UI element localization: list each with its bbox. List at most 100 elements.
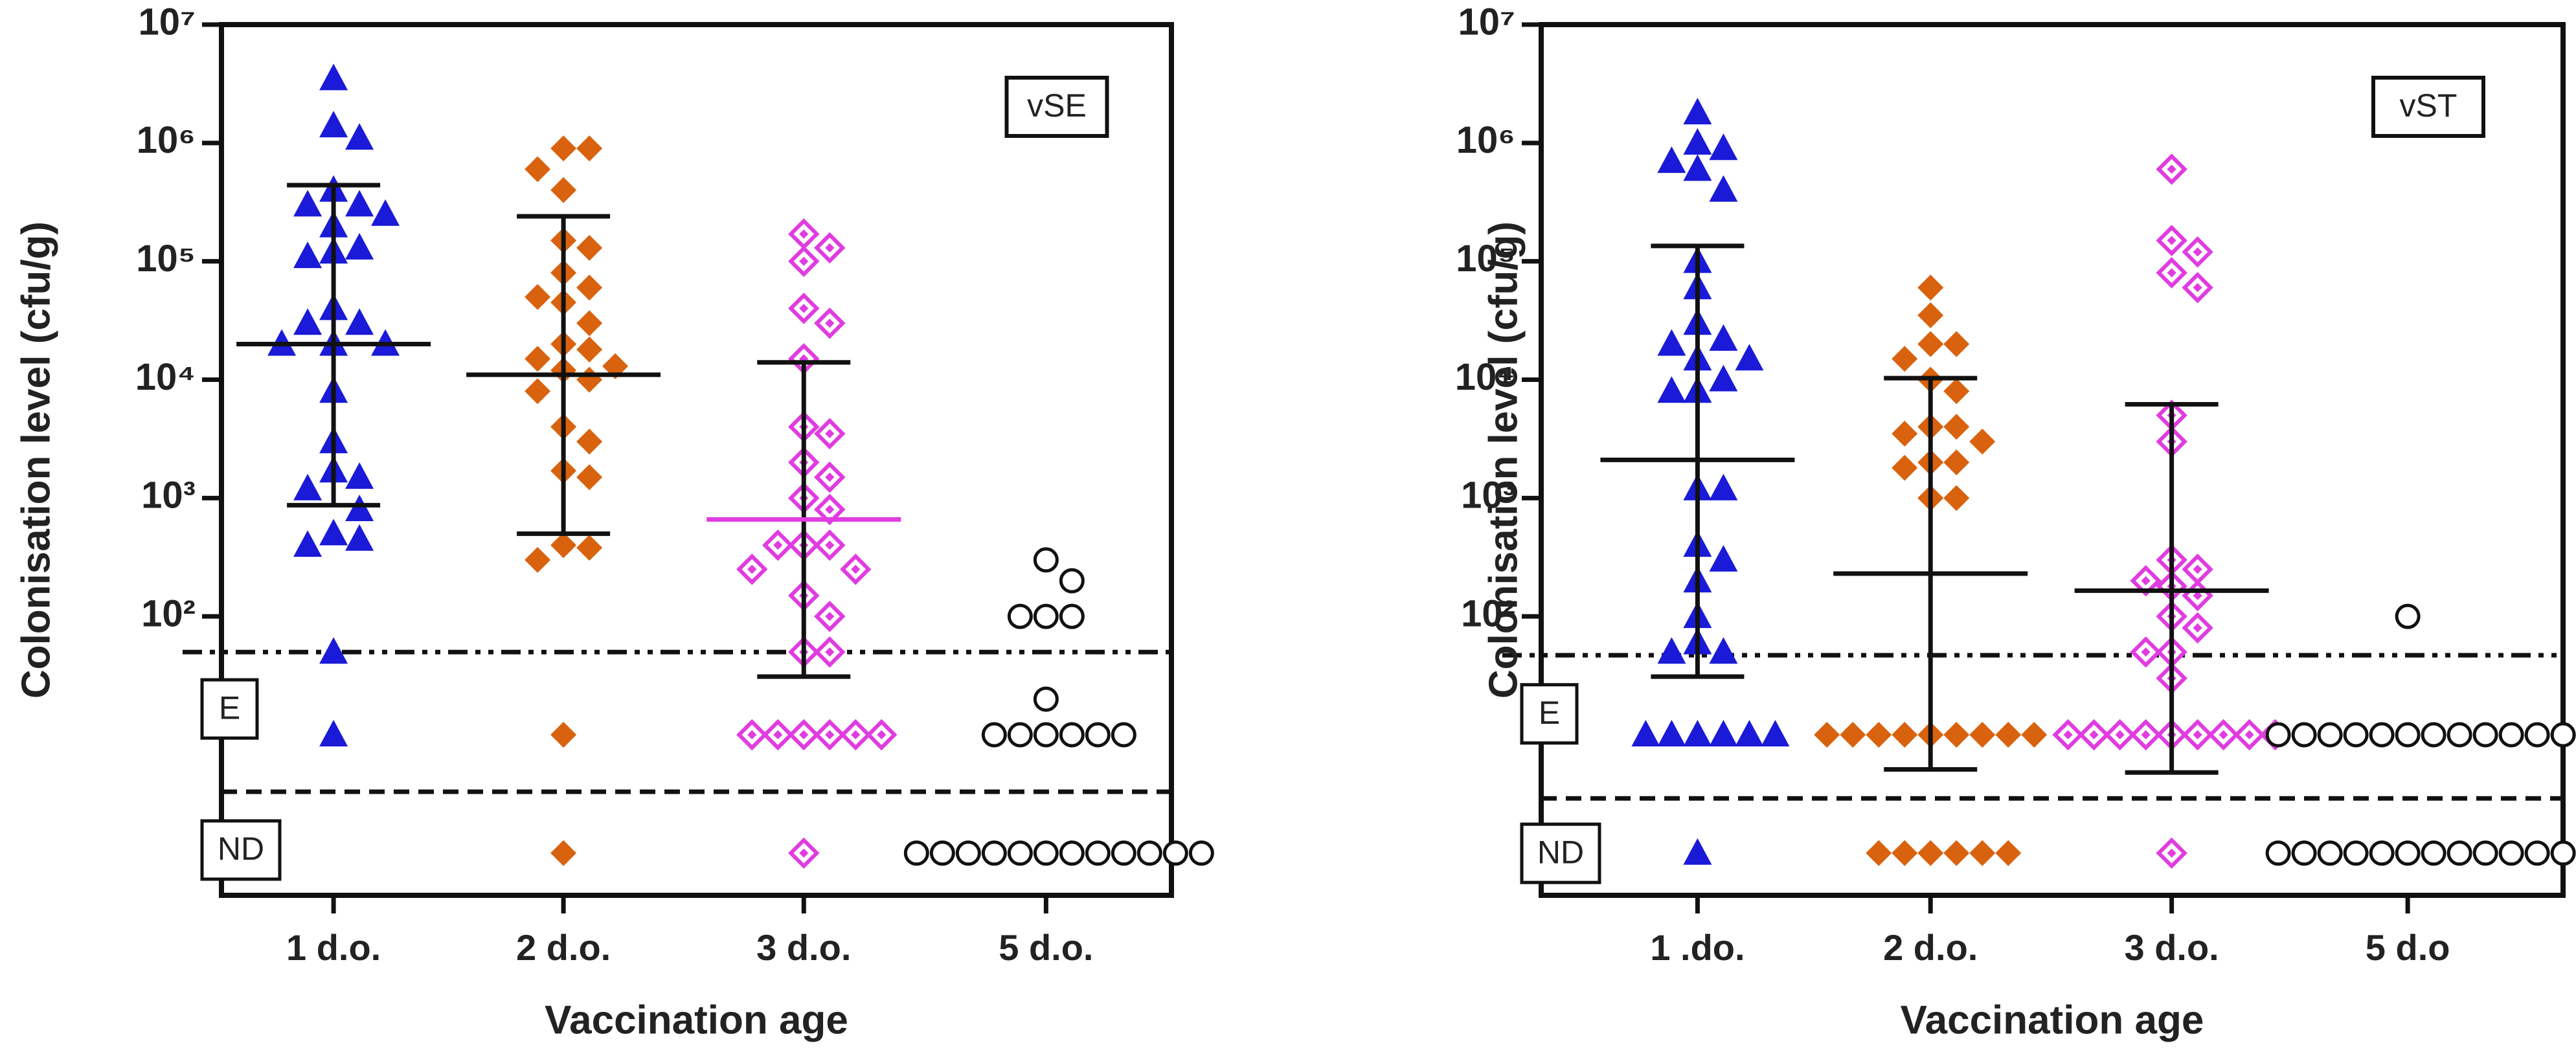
data-point bbox=[525, 378, 551, 405]
y-tick-label: 10² bbox=[141, 592, 196, 634]
x-axis-title: Vaccination age bbox=[545, 998, 848, 1042]
data-point bbox=[1892, 454, 1918, 481]
point-core bbox=[773, 541, 783, 550]
data-point bbox=[955, 840, 981, 866]
point-core bbox=[825, 243, 835, 252]
point-core bbox=[747, 730, 757, 740]
data-point bbox=[1657, 146, 1686, 173]
data-point bbox=[1033, 840, 1059, 866]
y-tick-label: 10⁴ bbox=[135, 356, 196, 398]
data-point bbox=[1657, 376, 1686, 403]
data-point bbox=[1892, 420, 1918, 447]
data-point bbox=[319, 637, 348, 664]
data-point bbox=[2421, 722, 2446, 748]
panel: 10² 10³ 10⁴ 10⁵ 10⁶ 10⁷ E ND vSE Colonisation lev… bbox=[14, 1, 1214, 1042]
data-point bbox=[345, 524, 374, 551]
data-point bbox=[525, 546, 551, 573]
data-point bbox=[1917, 302, 1944, 329]
threshold-label: E bbox=[219, 689, 240, 726]
data-point bbox=[2265, 722, 2291, 748]
data-point bbox=[550, 840, 577, 866]
data-point bbox=[2369, 840, 2395, 866]
data-point bbox=[1943, 485, 1970, 511]
data-point bbox=[1943, 721, 1970, 748]
data-point bbox=[1943, 331, 1970, 357]
point-core bbox=[799, 304, 809, 313]
data-point bbox=[550, 177, 577, 203]
data-point bbox=[2472, 722, 2498, 748]
data-point bbox=[1059, 568, 1085, 594]
data-point bbox=[1085, 722, 1111, 748]
data-point bbox=[1111, 840, 1136, 866]
data-point bbox=[576, 234, 603, 261]
panel: 10² 10³ 10⁴ 10⁵ 10⁶ 10⁷ E ND vST Colonisation lev… bbox=[1455, 1, 2576, 1042]
data-point bbox=[1866, 721, 1892, 748]
y-axis-title: Colonisation level (cfu/g) bbox=[14, 221, 58, 699]
data-point bbox=[1683, 838, 1712, 865]
annotation: vST bbox=[2400, 87, 2457, 124]
y-tick-label: 10³ bbox=[141, 475, 196, 517]
threshold-box bbox=[1520, 683, 1579, 745]
data-point bbox=[293, 473, 322, 500]
y-tick-label: 10⁵ bbox=[1456, 238, 1515, 280]
data-point bbox=[345, 308, 374, 335]
data-point bbox=[1840, 721, 1866, 748]
data-point bbox=[2291, 722, 2317, 748]
x-tick-label: 1 .do. bbox=[1650, 927, 1745, 968]
annotation: vSE bbox=[1027, 87, 1087, 124]
annotation-box bbox=[2371, 76, 2485, 138]
data-point bbox=[1111, 722, 1136, 748]
point-core bbox=[825, 473, 835, 482]
data-point bbox=[525, 346, 551, 372]
x-tick-label: 5 d.o bbox=[2366, 927, 2450, 968]
y-tick-label: 10⁶ bbox=[1456, 119, 1515, 161]
data-point bbox=[1969, 840, 1996, 866]
data-point bbox=[1995, 840, 2022, 866]
data-point bbox=[1866, 840, 1892, 866]
data-point bbox=[1969, 429, 1996, 455]
data-point bbox=[1059, 840, 1085, 866]
x-tick-label: 1 d.o. bbox=[286, 927, 381, 968]
data-point bbox=[345, 123, 374, 150]
data-point bbox=[550, 532, 577, 559]
point-core bbox=[825, 504, 835, 515]
data-point bbox=[2550, 840, 2576, 866]
data-point bbox=[2395, 603, 2421, 629]
point-core bbox=[877, 730, 887, 740]
data-point bbox=[981, 840, 1007, 866]
data-point bbox=[2291, 840, 2317, 866]
data-point bbox=[319, 519, 348, 546]
x-tick-label: 2 d.o. bbox=[516, 927, 611, 968]
point-core bbox=[851, 565, 861, 574]
data-point bbox=[1735, 719, 1764, 746]
data-point bbox=[345, 495, 374, 522]
data-point bbox=[1709, 175, 1738, 202]
point-core bbox=[799, 256, 809, 266]
data-point bbox=[319, 63, 348, 91]
data-point bbox=[2317, 722, 2343, 748]
point-core bbox=[825, 541, 835, 550]
data-point bbox=[2395, 840, 2421, 866]
y-tick-label: 10⁶ bbox=[137, 119, 196, 161]
data-point bbox=[1085, 840, 1111, 866]
data-point bbox=[2498, 722, 2524, 748]
x-tick-label: 5 d.o. bbox=[999, 927, 1093, 968]
data-point bbox=[2343, 840, 2369, 866]
data-point bbox=[576, 135, 603, 162]
data-point bbox=[1814, 721, 1840, 748]
data-point bbox=[345, 232, 374, 260]
data-point bbox=[1683, 719, 1712, 746]
data-point bbox=[1709, 637, 1738, 664]
data-point bbox=[1059, 603, 1085, 629]
point-core bbox=[851, 730, 861, 740]
data-point bbox=[345, 462, 374, 489]
data-point bbox=[2343, 722, 2369, 748]
x-axis-title: Vaccination age bbox=[1901, 998, 2204, 1042]
data-point bbox=[2265, 840, 2291, 866]
data-point bbox=[2421, 840, 2446, 866]
data-point bbox=[293, 530, 322, 557]
data-point bbox=[550, 721, 577, 748]
threshold-box bbox=[200, 819, 282, 881]
data-point bbox=[2472, 840, 2498, 866]
